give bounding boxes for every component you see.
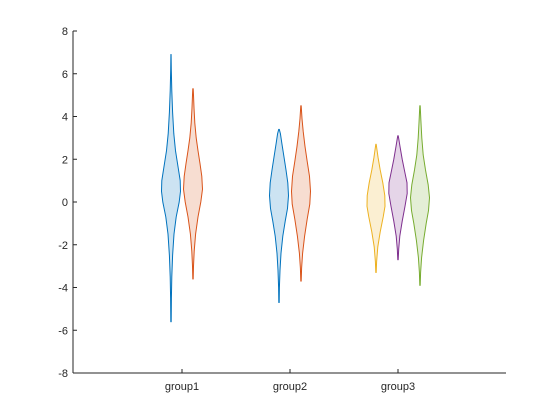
- y-tick-label: -8: [58, 368, 68, 380]
- y-tick-label: 0: [62, 197, 68, 209]
- y-tick-label: 6: [62, 69, 68, 81]
- x-tick-label-group1: group1: [165, 381, 199, 393]
- violin-group2-2: [291, 105, 311, 282]
- violin-layer: [161, 54, 430, 323]
- y-tick-label: 8: [62, 26, 68, 38]
- y-tick-label: -2: [58, 240, 68, 252]
- violin-group1-2: [183, 88, 203, 280]
- x-tick-label-group3: group3: [381, 381, 415, 393]
- violin-group1-1: [161, 54, 181, 323]
- plot-area: [72, 31, 506, 374]
- violin-group3-1: [366, 143, 386, 274]
- x-tick-label-group2: group2: [273, 381, 307, 393]
- y-tick-label: 2: [62, 154, 68, 166]
- y-tick-label: -6: [58, 325, 68, 337]
- y-axis: -8 -6 -4 -2 0 2 4 6 8: [58, 26, 77, 380]
- violin-group2-1: [269, 128, 289, 303]
- y-tick-label: -4: [58, 283, 68, 295]
- violin-group3-3: [410, 105, 430, 286]
- y-tick-label: 4: [62, 112, 68, 124]
- violin-group3-2: [388, 135, 408, 261]
- x-axis: group1 group2 group3: [165, 369, 415, 393]
